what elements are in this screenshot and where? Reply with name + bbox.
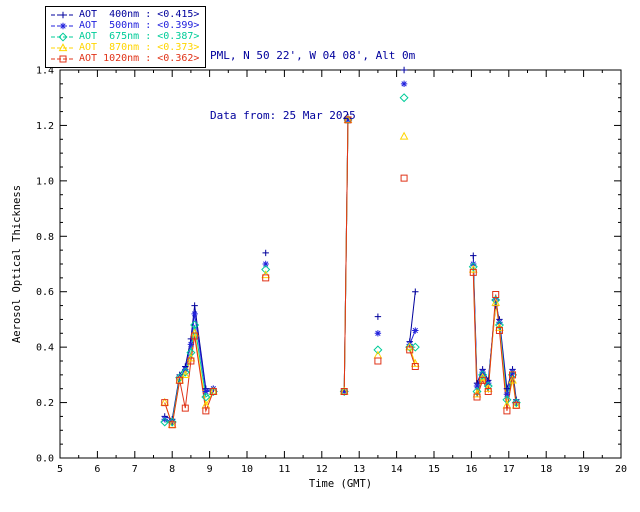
svg-text:15: 15 bbox=[428, 464, 440, 475]
svg-text:9: 9 bbox=[207, 464, 213, 475]
station-info: PML, N 50 22', W 04 08', Alt 0m bbox=[210, 49, 416, 62]
svg-text:17: 17 bbox=[503, 464, 515, 475]
svg-text:13: 13 bbox=[353, 464, 365, 475]
legend-line-sample bbox=[51, 31, 75, 42]
svg-text:1.2: 1.2 bbox=[36, 121, 54, 132]
svg-text:19: 19 bbox=[578, 464, 590, 475]
legend-item: AOT 1020nm : <0.362> bbox=[50, 53, 199, 64]
legend-line-sample bbox=[51, 11, 75, 18]
legend-item: AOT 500nm : <0.399> bbox=[50, 20, 199, 31]
legend-line-sample bbox=[51, 42, 75, 51]
legend-item: AOT 870nm : <0.373> bbox=[50, 42, 199, 53]
svg-text:0.4: 0.4 bbox=[36, 343, 54, 354]
legend-label: AOT 675nm : <0.387> bbox=[79, 31, 200, 42]
svg-text:0.6: 0.6 bbox=[36, 287, 54, 298]
svg-text:0.0: 0.0 bbox=[36, 454, 54, 465]
legend-line-sample bbox=[51, 22, 75, 29]
legend: AOT 400nm : <0.415> AOT 500nm : <0.399> AO… bbox=[45, 6, 207, 68]
svg-text:11: 11 bbox=[278, 464, 290, 475]
data-date: Data from: 25 Mar 2025 bbox=[210, 109, 356, 122]
svg-text:0.2: 0.2 bbox=[36, 398, 54, 409]
legend-label: AOT 1020nm : <0.362> bbox=[79, 53, 200, 64]
legend-label: AOT 500nm : <0.399> bbox=[79, 20, 200, 31]
svg-text:12: 12 bbox=[316, 464, 328, 475]
svg-text:14: 14 bbox=[391, 464, 403, 475]
legend-label: AOT 870nm : <0.373> bbox=[79, 42, 200, 53]
svg-text:6: 6 bbox=[94, 464, 100, 475]
legend-item: AOT 400nm : <0.415> bbox=[50, 9, 199, 20]
svg-text:5: 5 bbox=[57, 464, 63, 475]
svg-text:1.0: 1.0 bbox=[36, 176, 54, 187]
plot-header: PML, N 50 22', W 04 08', Alt 0m Data fro… bbox=[210, 6, 415, 166]
svg-text:8: 8 bbox=[169, 464, 175, 475]
svg-text:Aerosol Optical Thickness: Aerosol Optical Thickness bbox=[11, 185, 23, 343]
svg-text:Time (GMT): Time (GMT) bbox=[309, 478, 372, 490]
svg-text:7: 7 bbox=[132, 464, 138, 475]
svg-text:16: 16 bbox=[465, 464, 477, 475]
svg-text:20: 20 bbox=[615, 464, 627, 475]
legend-item: AOT 675nm : <0.387> bbox=[50, 31, 199, 42]
svg-text:18: 18 bbox=[540, 464, 552, 475]
svg-text:10: 10 bbox=[241, 464, 253, 475]
svg-text:0.8: 0.8 bbox=[36, 232, 54, 243]
legend-label: AOT 400nm : <0.415> bbox=[79, 9, 200, 20]
svg-text:1.4: 1.4 bbox=[36, 66, 54, 77]
legend-line-sample bbox=[51, 55, 75, 62]
